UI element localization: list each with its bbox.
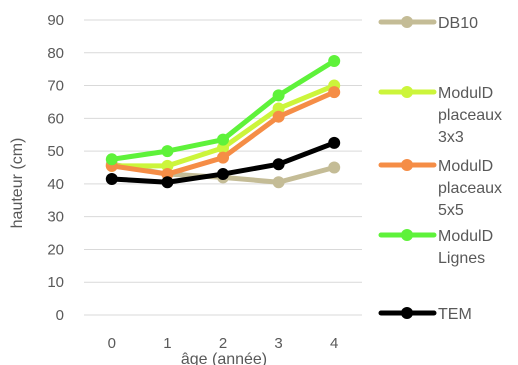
y-tick-label: 40 (47, 176, 64, 193)
data-point (272, 176, 285, 189)
x-axis-title: âge (année) (181, 351, 267, 365)
x-tick-label: 2 (219, 335, 227, 352)
y-tick-label: 30 (47, 209, 64, 226)
y-tick-label: 90 (47, 12, 64, 29)
data-point (328, 136, 341, 149)
legend-label: ModulD placeaux 3x3 (438, 85, 502, 146)
legend-swatch-marker (401, 159, 413, 171)
legend-swatch-marker (401, 229, 413, 241)
data-point (272, 158, 285, 171)
data-point (272, 89, 285, 102)
y-tick-label: 20 (47, 241, 64, 258)
series-3 (105, 54, 341, 166)
y-tick-label: 10 (47, 274, 64, 291)
y-tick-label: 50 (47, 143, 64, 160)
data-point (217, 133, 229, 146)
x-tick-label: 4 (330, 335, 338, 352)
data-point (161, 176, 174, 189)
y-tick-label: 80 (47, 45, 64, 62)
x-tick-label: 1 (163, 335, 171, 352)
legend-label: TEM (438, 306, 472, 323)
legend-swatch-marker (401, 86, 413, 98)
y-axis-title: hauteur (cm) (9, 138, 26, 229)
x-tick-label: 0 (108, 335, 116, 352)
x-axis-ticks: 0 1 2 3 4 (108, 335, 339, 352)
legend-item: ModulD Lignes (378, 228, 493, 267)
data-point (105, 172, 118, 185)
legend-label: DB10 (438, 15, 478, 32)
data-point (328, 54, 341, 67)
data-point (328, 86, 341, 99)
data-point (217, 168, 229, 181)
x-tick-label: 3 (274, 335, 282, 352)
legend-item: TEM (378, 306, 472, 323)
legend-swatch-marker (401, 16, 413, 28)
legend: DB10 ModulD placeaux 3x3 ModulD placeaux 5x5 Mo… (378, 15, 502, 323)
series-4 (105, 136, 341, 189)
legend-label: ModulD Lignes (438, 228, 493, 267)
y-axis-ticks: 0 10 20 30 40 50 60 70 80 90 (47, 12, 64, 324)
data-point (272, 110, 285, 123)
series-group (105, 54, 341, 189)
y-tick-label: 60 (47, 110, 64, 127)
y-tick-label: 70 (47, 78, 64, 95)
data-point (328, 161, 341, 174)
legend-item: ModulD placeaux 3x3 (378, 85, 502, 146)
legend-swatch-marker (401, 307, 413, 319)
data-point (161, 145, 174, 158)
y-tick-label: 0 (56, 307, 64, 324)
legend-item: ModulD placeaux 5x5 (378, 158, 502, 219)
legend-label: ModulD placeaux 5x5 (438, 158, 502, 219)
legend-item: DB10 (378, 15, 478, 32)
data-point (105, 153, 118, 166)
data-point (217, 151, 229, 164)
